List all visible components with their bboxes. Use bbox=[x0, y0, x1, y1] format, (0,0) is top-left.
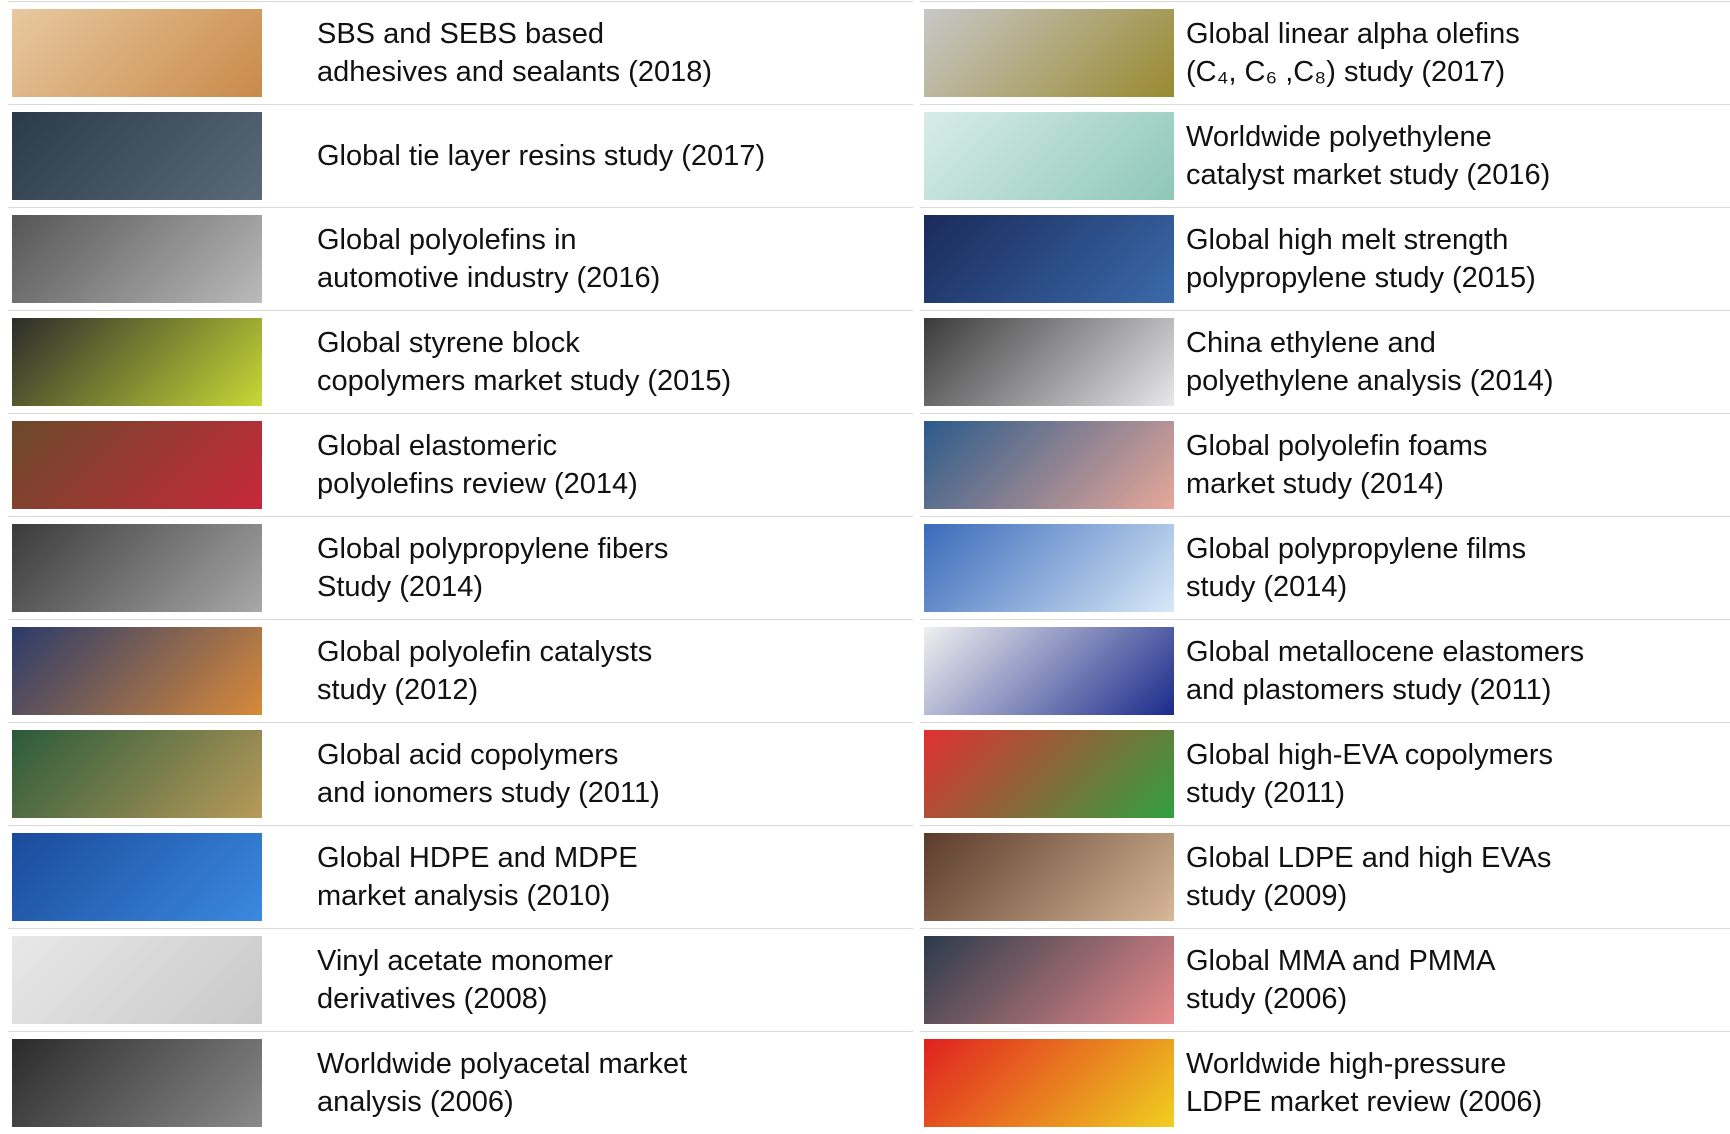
title-line: Worldwide high-pressure bbox=[1186, 1045, 1542, 1083]
title-line: market analysis (2010) bbox=[317, 877, 638, 915]
study-thumbnail bbox=[924, 627, 1174, 715]
title-line: and ionomers study (2011) bbox=[317, 774, 660, 812]
study-thumbnail bbox=[924, 112, 1174, 200]
title-line: study (2012) bbox=[317, 671, 652, 709]
title-line: study (2009) bbox=[1186, 877, 1551, 915]
study-thumbnail bbox=[12, 833, 262, 921]
study-title: Global tie layer resins study (2017) bbox=[317, 104, 765, 207]
study-thumbnail bbox=[12, 9, 262, 97]
title-line: Vinyl acetate monomer bbox=[317, 942, 613, 980]
title-line: (C₄, C₆ ,C₈) study (2017) bbox=[1186, 53, 1520, 91]
study-thumbnail bbox=[924, 936, 1174, 1024]
title-line: Worldwide polyacetal market bbox=[317, 1045, 687, 1083]
title-line: Global polypropylene films bbox=[1186, 530, 1526, 568]
study-list: SBS and SEBS basedadhesives and sealants… bbox=[0, 0, 1730, 1134]
title-line: study (2006) bbox=[1186, 980, 1495, 1018]
title-line: Global metallocene elastomers bbox=[1186, 633, 1584, 671]
title-line: market study (2014) bbox=[1186, 465, 1487, 503]
title-line: automotive industry (2016) bbox=[317, 259, 660, 297]
title-line: Global tie layer resins study (2017) bbox=[317, 137, 765, 175]
study-thumbnail bbox=[924, 215, 1174, 303]
title-line: Global high-EVA copolymers bbox=[1186, 736, 1553, 774]
title-line: Global HDPE and MDPE bbox=[317, 839, 638, 877]
title-line: Global polyolefins in bbox=[317, 221, 660, 259]
title-line: LDPE market review (2006) bbox=[1186, 1083, 1542, 1121]
study-thumbnail bbox=[924, 1039, 1174, 1127]
title-line: analysis (2006) bbox=[317, 1083, 687, 1121]
title-line: copolymers market study (2015) bbox=[317, 362, 731, 400]
title-line: and plastomers study (2011) bbox=[1186, 671, 1584, 709]
study-thumbnail bbox=[924, 730, 1174, 818]
title-line: SBS and SEBS based bbox=[317, 15, 712, 53]
title-line: catalyst market study (2016) bbox=[1186, 156, 1550, 194]
study-row: Global tie layer resins study (2017) Worl… bbox=[0, 104, 1730, 207]
study-thumbnail bbox=[12, 421, 262, 509]
title-line: Global elastomeric bbox=[317, 427, 638, 465]
study-thumbnail bbox=[12, 524, 262, 612]
title-line: Worldwide polyethylene bbox=[1186, 118, 1550, 156]
title-line: polyolefins review (2014) bbox=[317, 465, 638, 503]
title-line: Global polypropylene fibers bbox=[317, 530, 668, 568]
study-thumbnail bbox=[924, 833, 1174, 921]
study-title: Global linear alpha olefins(C₄, C₆ ,C₈) … bbox=[1186, 1, 1520, 104]
title-line: study (2011) bbox=[1186, 774, 1553, 812]
title-line: Global polyolefin foams bbox=[1186, 427, 1487, 465]
study-thumbnail bbox=[924, 318, 1174, 406]
title-line: Global linear alpha olefins bbox=[1186, 15, 1520, 53]
title-line: Global MMA and PMMA bbox=[1186, 942, 1495, 980]
title-line: study (2014) bbox=[1186, 568, 1526, 606]
study-thumbnail bbox=[12, 318, 262, 406]
study-thumbnail bbox=[924, 524, 1174, 612]
study-thumbnail bbox=[12, 936, 262, 1024]
title-line: Global acid copolymers bbox=[317, 736, 660, 774]
study-thumbnail bbox=[12, 627, 262, 715]
title-line: derivatives (2008) bbox=[317, 980, 613, 1018]
title-line: Global styrene block bbox=[317, 324, 731, 362]
study-title: Global polyolefins inautomotive industry… bbox=[317, 207, 660, 310]
study-thumbnail bbox=[12, 1039, 262, 1127]
study-thumbnail bbox=[924, 9, 1174, 97]
study-thumbnail bbox=[12, 730, 262, 818]
study-thumbnail bbox=[12, 215, 262, 303]
title-line: Study (2014) bbox=[317, 568, 668, 606]
study-thumbnail bbox=[924, 421, 1174, 509]
title-line: China ethylene and bbox=[1186, 324, 1554, 362]
title-line: polypropylene study (2015) bbox=[1186, 259, 1536, 297]
title-line: adhesives and sealants (2018) bbox=[317, 53, 712, 91]
title-line: Global high melt strength bbox=[1186, 221, 1536, 259]
study-title: Global polypropylene filmsstudy (2014) bbox=[1186, 516, 1526, 619]
study-thumbnail bbox=[12, 112, 262, 200]
title-line: Global LDPE and high EVAs bbox=[1186, 839, 1551, 877]
study-title: SBS and SEBS basedadhesives and sealants… bbox=[317, 1, 712, 104]
title-line: Global polyolefin catalysts bbox=[317, 633, 652, 671]
title-line: polyethylene analysis (2014) bbox=[1186, 362, 1554, 400]
